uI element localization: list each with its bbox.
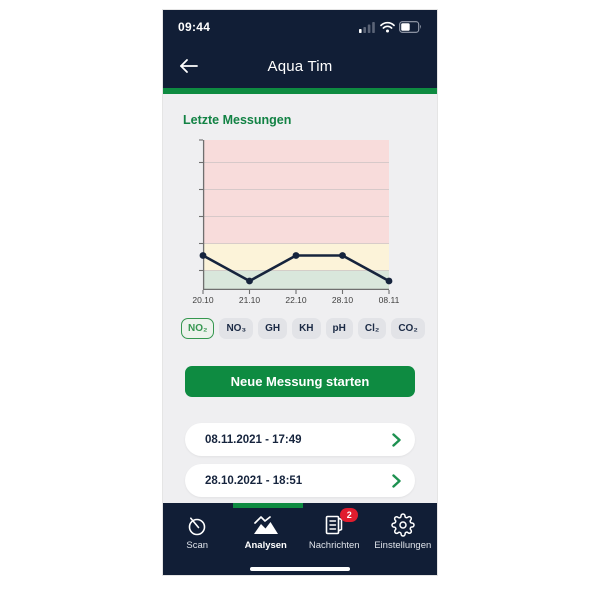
- droplet-scan-icon: [185, 513, 209, 537]
- line-chart: [199, 139, 393, 294]
- page-title: Aqua Tim: [267, 57, 333, 75]
- status-icons: [359, 21, 422, 33]
- tab-bar: Scan Analysen 2 N: [163, 503, 437, 575]
- tab-label: Einstellungen: [374, 540, 432, 551]
- measurements-chart: 20.10 21.10 22.10 28.10 08.11: [192, 139, 399, 309]
- list-item[interactable]: 28.10.2021 - 18:51: [185, 464, 415, 497]
- chip-no2[interactable]: NO₂: [181, 318, 215, 339]
- measurement-date: 28.10.2021 - 18:51: [205, 474, 303, 487]
- header: Aqua Tim: [163, 44, 437, 88]
- x-axis-label: 28.10: [331, 295, 354, 305]
- tab-scan[interactable]: Scan: [163, 513, 232, 551]
- x-axis-label: 22.10: [285, 295, 307, 305]
- chip-ph[interactable]: pH: [325, 318, 353, 339]
- new-measurement-button[interactable]: Neue Messung starten: [185, 366, 415, 397]
- status-time: 09:44: [178, 20, 211, 34]
- chip-kh[interactable]: KH: [292, 318, 321, 339]
- back-button[interactable]: [177, 56, 201, 76]
- battery-icon: [399, 21, 421, 33]
- section-title: Letzte Messungen: [183, 113, 292, 127]
- tab-einstellungen[interactable]: Einstellungen: [369, 513, 438, 551]
- gear-icon: [391, 513, 415, 537]
- status-bar: 09:44: [163, 10, 437, 44]
- x-axis-label: 20.10: [192, 295, 214, 305]
- measurement-list: 08.11.2021 - 17:49 28.10.2021 - 18:51: [163, 423, 437, 503]
- content-area: Letzte Messungen 20.10 21.10 22.10 28.10 08.…: [163, 94, 437, 503]
- active-tab-indicator: [233, 503, 303, 508]
- app-window: 09:44: [163, 10, 437, 575]
- tab-label: Scan: [186, 540, 209, 551]
- chip-no3[interactable]: NO₃: [219, 318, 254, 339]
- tab-label: Nachrichten: [308, 540, 360, 551]
- measurement-date: 08.11.2021 - 17:49: [205, 433, 302, 446]
- list-item[interactable]: 08.11.2021 - 17:49: [185, 423, 415, 456]
- chip-co2[interactable]: CO₂: [391, 318, 425, 339]
- arrow-left-icon: [180, 59, 198, 73]
- home-indicator[interactable]: [250, 566, 350, 571]
- x-axis-label: 21.10: [238, 295, 261, 305]
- header-accent-bar: [163, 88, 437, 94]
- tab-nachrichten[interactable]: 2 Nachrichten: [300, 508, 369, 551]
- x-axis-labels: 20.10 21.10 22.10 28.10 08.11: [192, 295, 399, 309]
- cellular-signal-icon: [359, 22, 375, 33]
- tab-label: Analysen: [244, 540, 287, 551]
- chevron-right-icon: [392, 473, 401, 488]
- x-axis-label: 08.11: [378, 295, 400, 305]
- chevron-right-icon: [392, 432, 401, 447]
- chip-cl2[interactable]: Cl₂: [357, 318, 387, 339]
- parameter-chips: NO₂ NO₃ GH KH pH Cl₂ CO₂: [181, 318, 437, 339]
- news-document-icon: 2: [322, 508, 359, 537]
- wifi-icon: [380, 21, 395, 33]
- chip-gh[interactable]: GH: [258, 318, 288, 339]
- notification-badge: 2: [340, 508, 359, 522]
- chart-mountains-icon: [253, 513, 279, 537]
- tab-analysen[interactable]: Analysen: [232, 513, 301, 551]
